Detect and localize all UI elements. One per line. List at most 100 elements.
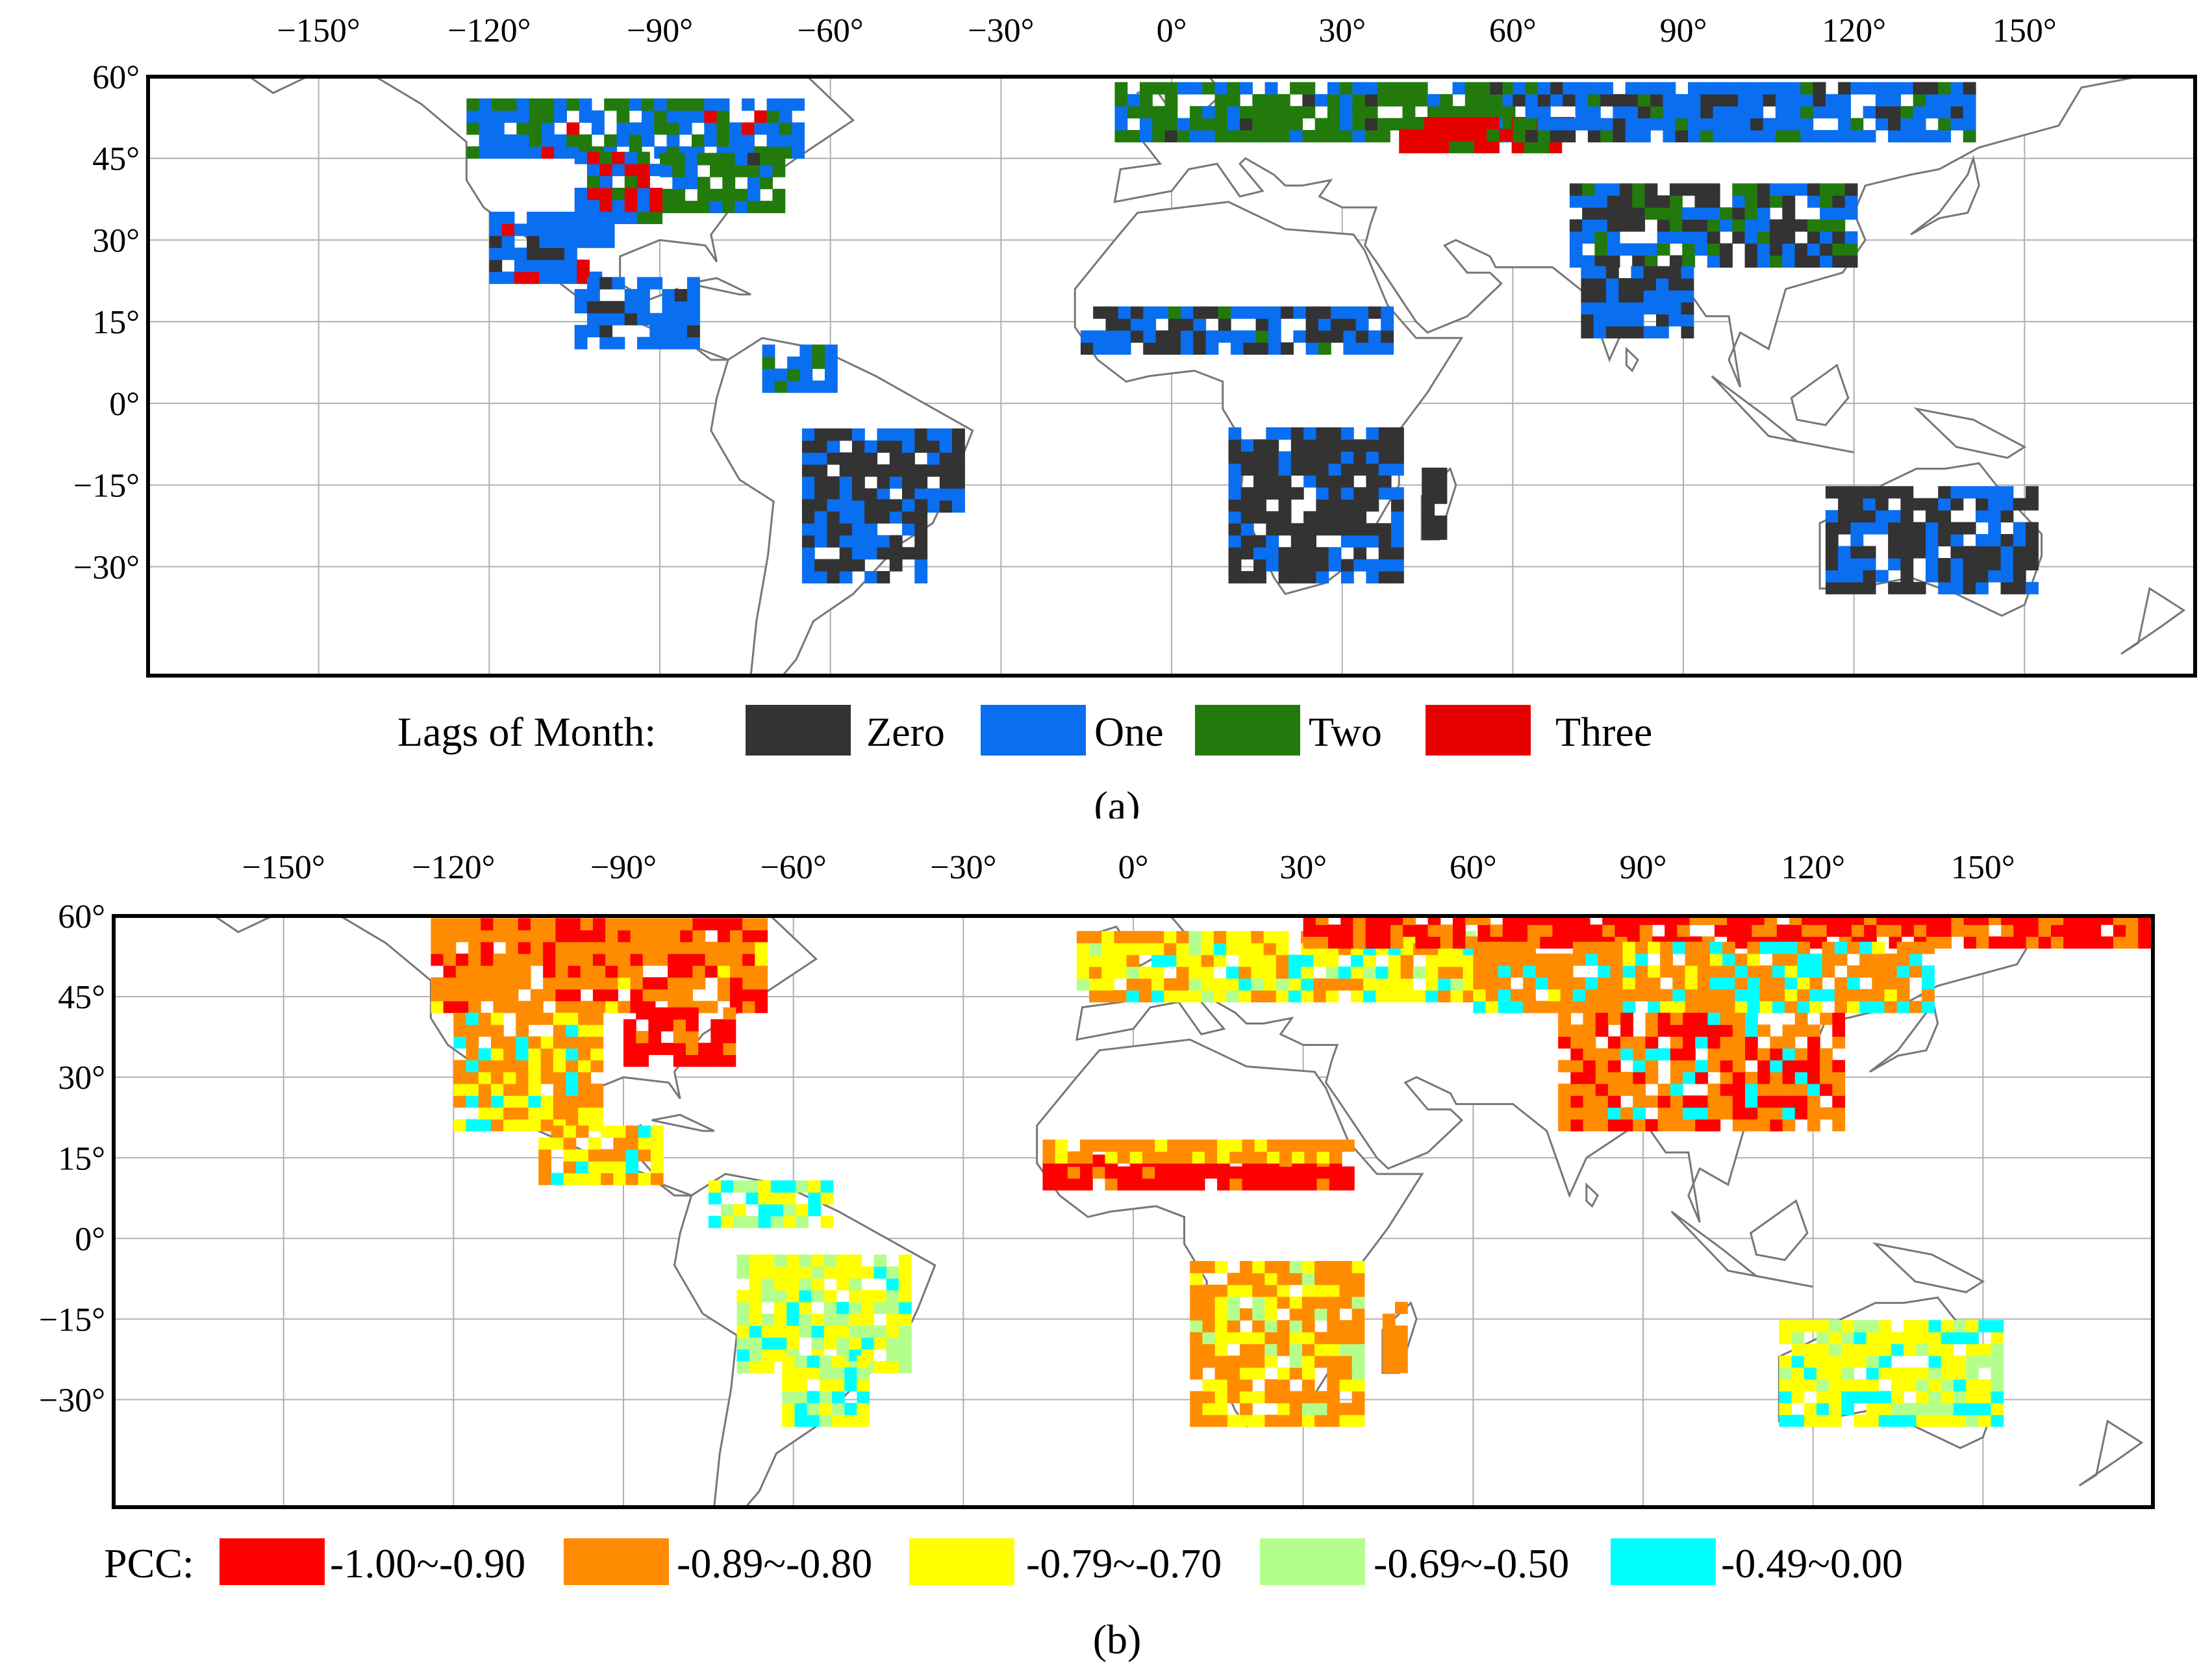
grid-cell (1607, 243, 1620, 256)
grid-cell (599, 301, 613, 314)
grid-cell (1525, 130, 1539, 143)
grid-cell (1950, 522, 1964, 535)
grid-cell (1941, 1343, 1954, 1356)
grid-cell (1925, 498, 1939, 511)
grid-cell (823, 1254, 837, 1267)
grid-cell (674, 288, 688, 301)
grid-cell (1268, 342, 1281, 355)
grid-cell (1804, 1379, 1817, 1392)
grid-cell (1214, 1284, 1228, 1297)
grid-cell (1570, 1071, 1584, 1084)
grid-cell (1791, 1332, 1805, 1345)
grid-cell (1277, 1296, 1290, 1309)
lat-tick-label: 60° (92, 59, 140, 96)
grid-cell (861, 1301, 875, 1314)
grid-cell (1266, 535, 1279, 548)
grid-cell (1461, 129, 1475, 142)
grid-cell (1891, 1367, 1904, 1380)
grid-cell (1939, 924, 1952, 937)
grid-cell (478, 1048, 492, 1061)
grid-cell (516, 1071, 529, 1084)
grid-cell (827, 571, 840, 584)
grid-cell (1669, 195, 1683, 208)
lon-tick-label: −90° (590, 849, 657, 886)
grid-cell (1950, 486, 1964, 499)
grid-cell (1548, 989, 1561, 1002)
grid-cell (851, 476, 865, 489)
grid-cell (1850, 581, 1864, 594)
grid-cell (1279, 1166, 1292, 1179)
grid-cell (490, 1036, 504, 1049)
grid-cell (1807, 1084, 1820, 1096)
grid-cell (1772, 989, 1785, 1002)
grid-cell (1863, 106, 1876, 119)
grid-cell (612, 337, 625, 350)
grid-cell (605, 930, 618, 943)
grid-cell (851, 500, 865, 513)
grid-cell (1093, 342, 1107, 355)
grid-cell (673, 1019, 686, 1032)
lat-tick-label: 45° (58, 979, 105, 1016)
grid-cell (1176, 943, 1190, 956)
grid-cell (749, 1314, 762, 1326)
grid-cell (489, 223, 503, 236)
coastline-nz (2120, 587, 2186, 655)
grid-cell (1595, 1071, 1609, 1084)
grid-cell (801, 476, 815, 489)
grid-cell (1314, 1273, 1327, 1286)
grid-cell (1872, 965, 1885, 978)
grid-cell (1452, 916, 1466, 925)
grid-cell (1976, 510, 1989, 523)
grid-cell (1928, 1403, 1942, 1416)
grid-cell (814, 500, 828, 513)
grid-cell (1266, 1139, 1280, 1152)
grid-cell (1797, 941, 1811, 954)
grid-cell (616, 122, 630, 135)
grid-cell (1328, 463, 1342, 476)
grid-cell (1382, 1314, 1396, 1326)
grid-cell (1240, 535, 1254, 548)
grid-cell (1913, 916, 1927, 925)
grid-cell (1264, 1308, 1278, 1321)
grid-cell (592, 918, 606, 931)
grid-cell (1190, 1343, 1203, 1356)
grid-cell (1218, 306, 1231, 319)
grid-cell (1129, 1166, 1143, 1179)
grid-cell (478, 1095, 492, 1108)
grid-cell (674, 312, 688, 325)
grid-cell (1424, 117, 1437, 130)
grid-cell (1593, 266, 1607, 279)
grid-cell (1645, 1095, 1659, 1108)
grid-cell (736, 1290, 750, 1303)
grid-cell (1695, 1071, 1709, 1084)
grid-cell (1772, 953, 1785, 966)
grid-cell (1637, 130, 1651, 143)
lon-tick-label: 0° (1157, 12, 1187, 49)
grid-cell (801, 499, 815, 512)
grid-cell (1607, 1048, 1621, 1061)
grid-cell (1151, 990, 1164, 1002)
grid-cell (563, 1149, 577, 1162)
lon-tick-label: 60° (1489, 12, 1537, 49)
grid-cell (1695, 1107, 1709, 1120)
grid-cell (1080, 1151, 1093, 1164)
grid-cell (1775, 94, 1789, 107)
grid-cell (1875, 106, 1889, 119)
grid-cell (824, 380, 838, 393)
grid-cell (1316, 1166, 1330, 1179)
grid-cell (799, 1325, 812, 1338)
grid-cell (2026, 936, 2039, 949)
grid-cell (927, 500, 940, 513)
grid-cell (1252, 1273, 1265, 1286)
grid-cell (831, 1391, 845, 1404)
grid-cell (1683, 1119, 1696, 1132)
grid-cell (1314, 1332, 1327, 1345)
grid-cell (755, 1000, 768, 1013)
grid-cell (2063, 936, 2076, 949)
grid-cell (466, 1048, 479, 1061)
grid-cell (1859, 953, 1872, 966)
grid-cell (1277, 1332, 1290, 1345)
grid-cell (1266, 523, 1279, 536)
grid-cell (1214, 106, 1228, 119)
grid-cell (516, 1060, 529, 1073)
